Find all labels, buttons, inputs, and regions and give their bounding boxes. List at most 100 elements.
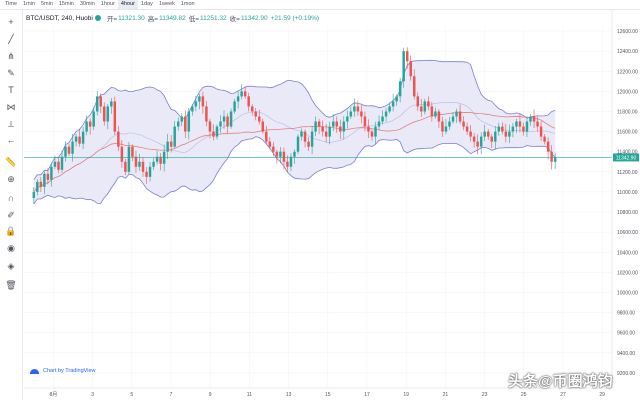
pitchfork-icon[interactable]: ⋔: [7, 50, 15, 61]
candle-body: [95, 96, 99, 112]
eye-icon[interactable]: ◉: [7, 242, 15, 253]
candle-body: [546, 141, 550, 152]
candle: [258, 109, 261, 125]
candle-body: [483, 131, 486, 137]
candle: [272, 141, 275, 157]
candle: [64, 141, 67, 162]
timeframe-4hour[interactable]: 4hour: [117, 0, 138, 9]
candle-body: [145, 171, 148, 177]
candle: [300, 128, 303, 141]
timeframe-1day[interactable]: 1day: [141, 1, 153, 7]
timeframe-1week[interactable]: 1week: [158, 1, 175, 7]
candle: [117, 125, 120, 152]
candle: [423, 98, 427, 115]
timeframe-1min[interactable]: 1min: [23, 1, 35, 7]
timeframe-time[interactable]: Time: [5, 1, 18, 7]
candle-body: [553, 157, 557, 162]
candle-body: [310, 131, 314, 147]
candle: [434, 107, 437, 119]
trash-icon[interactable]: 🗑: [5, 279, 17, 290]
candle-body: [486, 131, 490, 137]
candle-body: [289, 156, 293, 167]
timeframe-1hour[interactable]: 1hour: [100, 1, 115, 7]
candle-body: [113, 101, 117, 132]
candle-body: [148, 166, 152, 177]
candle: [113, 96, 117, 136]
candle-body: [395, 96, 398, 102]
pattern-icon[interactable]: ⋈: [6, 101, 16, 112]
candle-body: [222, 116, 226, 122]
candle: [444, 119, 448, 135]
candle-body: [198, 96, 201, 102]
crosshair-icon[interactable]: +: [8, 17, 14, 27]
candle-body: [187, 111, 191, 132]
watermark: 头条@币圈鸿钧: [508, 373, 613, 390]
time-tick-label: 27: [560, 392, 566, 398]
candle: [416, 92, 420, 111]
candle-body: [155, 156, 159, 162]
candle-body: [536, 121, 539, 127]
zoom-icon[interactable]: ⊕: [7, 173, 15, 184]
ruler-icon[interactable]: 📏: [5, 156, 17, 167]
candle: [553, 152, 557, 169]
candle-body: [106, 106, 110, 122]
candle: [409, 55, 412, 81]
candle-body: [293, 151, 296, 157]
bollinger-lower-line: [33, 136, 556, 205]
candle: [427, 96, 430, 110]
lock-draw-icon[interactable]: ✐: [7, 209, 15, 220]
candle-body: [335, 121, 338, 127]
time-tick-label: 29: [599, 392, 605, 398]
tradingview-attribution[interactable]: Chart by TradingView: [30, 368, 95, 374]
price-tick-label: 11600.00: [617, 130, 638, 136]
candle: [335, 116, 338, 133]
candle-body: [331, 121, 335, 127]
magnet-icon[interactable]: ∩: [7, 193, 15, 203]
candle: [518, 113, 522, 133]
candle: [289, 153, 293, 171]
price-tick-label: 10200.00: [617, 270, 638, 276]
candle: [303, 129, 307, 148]
price-tick-label: 9400.00: [617, 351, 635, 357]
time-tick-label: 25: [521, 392, 527, 398]
candle: [497, 122, 501, 136]
measure-icon[interactable]: ⟂: [7, 118, 14, 129]
candle-body: [250, 106, 254, 112]
candle: [46, 168, 50, 185]
candle-body: [374, 126, 377, 137]
candle: [374, 121, 377, 145]
candle-body: [205, 106, 208, 122]
time-tick-label: 21: [443, 392, 449, 398]
candle: [187, 107, 191, 140]
candle-body: [124, 161, 127, 172]
candle-body: [356, 106, 360, 112]
candle-body: [233, 101, 236, 112]
candle: [78, 128, 81, 147]
timeframe-30min[interactable]: 30min: [79, 1, 95, 7]
arrow-left-icon[interactable]: ←: [6, 135, 16, 145]
candle-body: [74, 136, 78, 142]
timeframe-15min[interactable]: 15min: [58, 1, 74, 7]
candle-body: [60, 156, 64, 170]
candle: [430, 102, 434, 122]
price-tick-label: 10000.00: [617, 290, 638, 296]
candlesticks: [32, 47, 557, 204]
timeframe-5min[interactable]: 5min: [40, 1, 53, 7]
layers-icon[interactable]: ◈: [7, 260, 15, 271]
candle-body: [296, 136, 300, 152]
candle: [405, 47, 409, 69]
brush-icon[interactable]: ✎: [7, 67, 15, 78]
text-icon[interactable]: T: [8, 85, 14, 95]
candle: [268, 137, 272, 150]
timeframe-1mon[interactable]: 1mon: [180, 1, 195, 7]
lock-icon[interactable]: 🔒: [5, 225, 17, 236]
candle: [490, 133, 493, 149]
candle-body: [518, 121, 522, 127]
candle-body: [229, 111, 233, 127]
candle-body: [427, 101, 430, 107]
candle-body: [441, 121, 444, 132]
candle-body: [166, 141, 169, 152]
candle-body: [462, 121, 465, 127]
trend-line-icon[interactable]: ╱: [8, 33, 14, 44]
